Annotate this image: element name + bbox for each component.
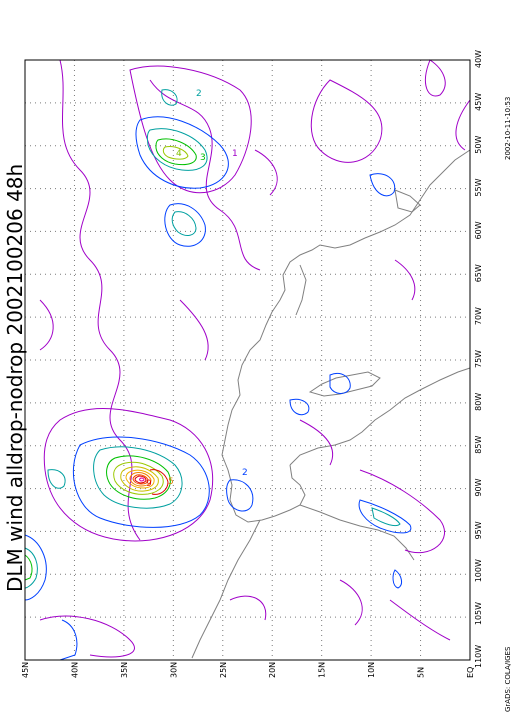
coastline (191, 149, 471, 659)
lon-tick-label: 50W (474, 136, 483, 154)
contour-core (120, 466, 169, 495)
lat-tick-label: 45N (21, 662, 30, 678)
lon-tick-label: 55W (474, 178, 483, 196)
contour-labels: 2 3 4 1 2 5 9 (146, 89, 248, 489)
lon-tick-label: 45W (474, 93, 483, 111)
contour-label: 3 (200, 153, 206, 163)
lat-tick-label: 35N (120, 662, 129, 678)
lon-tick-label: 100W (474, 559, 483, 582)
lon-tick-label: 80W (474, 393, 483, 411)
lon-tick-label: 110W (474, 645, 483, 668)
map-title: DLM wind alldrop-nodrop 2002100206 48h (3, 164, 27, 592)
contour-label: 5 (168, 477, 174, 487)
lat-tick-label: 40N (70, 662, 79, 678)
lon-tick-label: 40W (474, 50, 483, 68)
lon-tick-label: 105W (474, 602, 483, 625)
contour-1 (39, 59, 471, 658)
lat-tick-label: EQ (466, 667, 475, 678)
lon-tick-label: 60W (474, 221, 483, 239)
contour-label: 2 (196, 89, 202, 99)
timestamp: 2002-10-11-10:53 (504, 97, 512, 160)
contour-2 (24, 116, 412, 661)
lon-tick-label: 90W (474, 478, 483, 496)
lat-tick-label: 25N (219, 662, 228, 678)
lat-tick-label: 20N (268, 662, 277, 678)
contour-4 (24, 138, 197, 581)
graticule (25, 60, 470, 660)
contour-label: 1 (232, 149, 238, 159)
latitude-axis: 45N 40N 35N 30N 25N 20N 15N 10N 5N EQ (21, 662, 475, 678)
lon-tick-label: 70W (474, 307, 483, 325)
lat-tick-label: 15N (318, 662, 327, 678)
lon-tick-label: 75W (474, 350, 483, 368)
lon-tick-label: 95W (474, 521, 483, 539)
lat-tick-label: 10N (367, 662, 376, 678)
lon-tick-label: 85W (474, 436, 483, 454)
contour-label: 4 (176, 149, 182, 159)
contour-3 (24, 89, 401, 589)
lat-tick-label: 30N (169, 662, 178, 678)
grads-credit: GrADS: COLA/IGES (504, 646, 512, 712)
longitude-axis: 40W 45W 50W 55W 60W 65W 70W 75W 80W 85W 90W 95W 100W… (474, 50, 483, 668)
contour-label: 2 (242, 468, 248, 478)
map-frame (24, 59, 471, 661)
contour-label: 9 (146, 479, 152, 489)
lat-tick-label: 5N (417, 667, 426, 678)
lon-tick-label: 65W (474, 264, 483, 282)
contour-5 (113, 146, 189, 495)
